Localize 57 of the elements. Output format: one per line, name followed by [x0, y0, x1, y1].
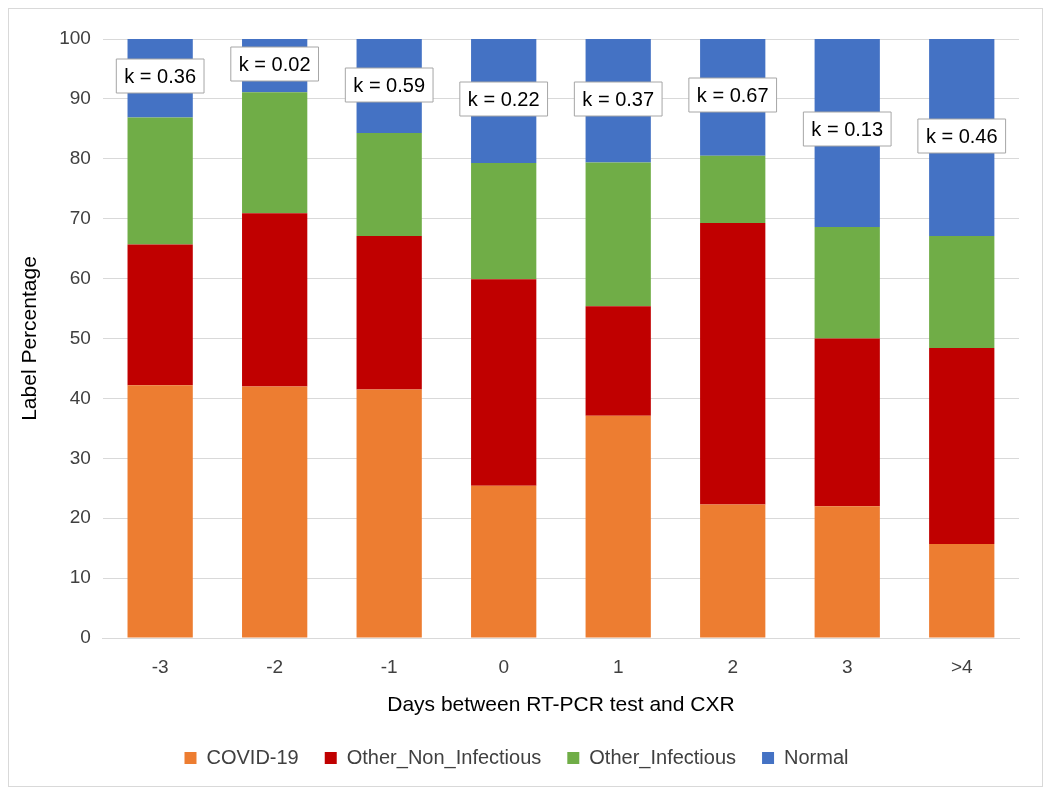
legend-label: Other_Infectious: [589, 745, 737, 769]
y-tick-label: 80: [69, 147, 91, 169]
bar: [127, 244, 193, 386]
annotation: k = 0.59: [353, 73, 426, 96]
bar: [585, 415, 651, 638]
x-tick-label: -3: [151, 655, 169, 677]
bar: [356, 389, 422, 638]
annotation: k = 0.13: [811, 117, 884, 140]
x-axis-title: Days between RT-PCR test and CXR: [387, 692, 735, 716]
annotation: k = 0.46: [925, 124, 998, 147]
bar: [929, 348, 995, 544]
bar: [356, 133, 422, 237]
bar: [814, 227, 880, 339]
y-tick-label: 0: [80, 626, 91, 648]
bar: [242, 386, 308, 638]
y-tick-label: 40: [69, 386, 91, 408]
x-tick-label: -1: [380, 655, 398, 677]
y-tick-label: 20: [69, 506, 91, 528]
y-tick-label: 70: [69, 206, 91, 228]
annotation: k = 0.67: [696, 83, 769, 106]
bar: [127, 117, 193, 245]
x-tick-label: 0: [498, 655, 509, 677]
y-axis-title: Label Percentage: [17, 256, 41, 421]
bar: [700, 222, 766, 505]
legend-label: Normal: [784, 745, 849, 768]
x-tick-label: >4: [950, 655, 973, 677]
bar: [356, 236, 422, 390]
y-tick-label: 60: [69, 266, 91, 288]
x-tick-label: -2: [266, 655, 284, 677]
bar: [929, 236, 995, 349]
y-tick-label: 90: [69, 87, 91, 109]
legend-label: Other_Non_Infectious: [346, 745, 542, 769]
bar: [127, 385, 193, 638]
y-tick-label: 100: [59, 27, 91, 49]
y-tick-label: 10: [69, 566, 91, 588]
bar: [471, 485, 537, 638]
bar: [700, 504, 766, 638]
annotation: k = 0.22: [467, 87, 540, 110]
annotation: k = 0.37: [582, 87, 655, 110]
bar: [585, 162, 651, 307]
bar: [929, 543, 995, 638]
y-tick-label: 30: [69, 446, 91, 468]
bar: [242, 92, 308, 214]
bar: [585, 306, 651, 416]
bar: [814, 338, 880, 507]
annotation: k = 0.36: [124, 64, 197, 87]
x-tick-label: 2: [727, 655, 739, 677]
bar: [471, 162, 537, 280]
bar: [242, 213, 308, 387]
annotation: k = 0.02: [238, 52, 311, 75]
y-tick-label: 50: [69, 326, 91, 348]
legend-label: COVID-19: [206, 745, 299, 768]
bar: [471, 279, 537, 486]
bar: [700, 155, 766, 223]
bar: [814, 506, 880, 638]
x-tick-label: 1: [612, 655, 624, 677]
x-tick-label: 3: [841, 655, 853, 677]
